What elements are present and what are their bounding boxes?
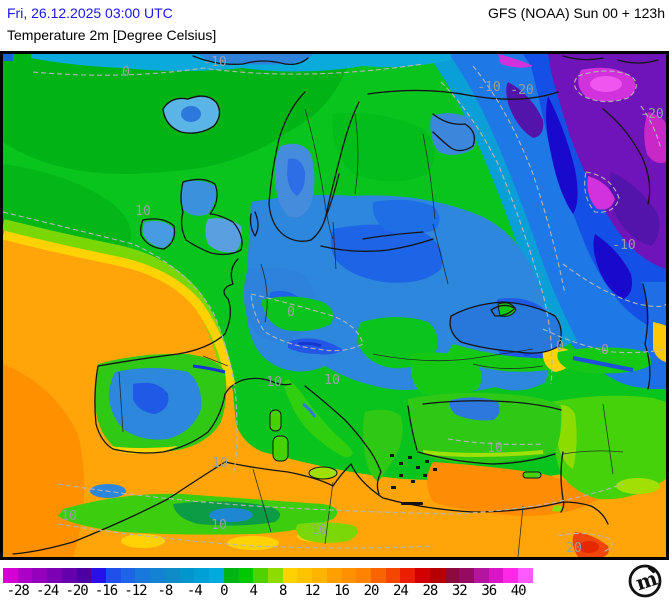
- legend-color-box: [385, 568, 401, 583]
- contour-label: 0: [601, 343, 609, 358]
- contour-label: 10: [211, 518, 227, 533]
- legend-color-box: [415, 568, 430, 583]
- legend-color-box: [503, 568, 519, 583]
- legend-color-box: [400, 568, 416, 583]
- legend-strip: [3, 568, 533, 583]
- legend-tick-label: 40: [510, 583, 527, 599]
- contour-label: 10: [266, 375, 282, 390]
- legend-color-box: [179, 568, 195, 583]
- legend-tick-label: 16: [334, 583, 350, 599]
- legend-color-box: [223, 568, 239, 583]
- legend-tick-label: -20: [65, 583, 88, 599]
- south-lands: [269, 379, 565, 512]
- legend-tick-label: -4: [186, 583, 203, 599]
- legend-color-box: [326, 568, 342, 583]
- contour-labels-layer: 0 -10 -10 -20 -20 -10 0 0 0 10 10 10 10 10 10 10 10 20: [61, 55, 664, 556]
- forecast-datetime: Fri, 26.12.2025 03:00 UTC: [7, 5, 173, 21]
- model-run-label: GFS (NOAA) Sun 00 + 123h: [487, 5, 665, 21]
- legend-tick-label: 24: [393, 583, 409, 599]
- warm-orange-region: [3, 219, 666, 557]
- legend-color-box: [47, 568, 62, 583]
- legend-tick-label: 12: [304, 583, 321, 599]
- legend-tick-label: -28: [6, 583, 30, 599]
- legend-tick-label: -8: [157, 583, 173, 599]
- legend-color-box: [297, 568, 313, 583]
- legend-color-box: [209, 568, 224, 583]
- contour-label: 10: [487, 441, 503, 456]
- contour-label: 0: [122, 65, 130, 80]
- contour-label: 10: [61, 509, 77, 524]
- legend-tick-label: -16: [94, 583, 118, 599]
- legend-color-box: [238, 568, 254, 583]
- contour-label: 10: [324, 373, 340, 388]
- contour-label: -20: [510, 83, 533, 98]
- legend-tick-label: 32: [451, 583, 468, 599]
- logo-circle: [628, 564, 662, 598]
- legend-tick-label: 36: [481, 583, 497, 599]
- legend-color-box: [120, 568, 136, 583]
- contour-label: 20: [566, 541, 582, 556]
- legend-color-box: [341, 568, 357, 583]
- legend-color-box: [61, 568, 77, 583]
- legend-tick-label: 0: [220, 583, 229, 599]
- legend-color-box: [135, 568, 151, 583]
- legend-color-box: [3, 568, 18, 583]
- contour-label: 0: [556, 339, 564, 354]
- legend-color-box: [356, 568, 371, 583]
- legend-tick-label: -24: [36, 583, 59, 599]
- legend-color-box: [91, 568, 107, 583]
- legend-color-box: [106, 568, 121, 583]
- legend-color-box: [429, 568, 445, 583]
- legend-tick-label: -12: [124, 583, 147, 599]
- legend-color-box: [474, 568, 489, 583]
- legend-color-box: [253, 568, 268, 583]
- legend-color-box: [32, 568, 48, 583]
- legend-color-box: [444, 568, 460, 583]
- contour-label: -10: [612, 238, 635, 253]
- legend-color-box: [267, 568, 283, 583]
- arctic-strip: [3, 54, 451, 72]
- country-borders: [118, 108, 624, 557]
- iberia-region: [95, 353, 227, 454]
- legend-color-box: [518, 568, 533, 583]
- contour-label: 10: [135, 204, 151, 219]
- temperature-field-svg: 0 -10 -10 -20 -20 -10 0 0 0 10 10 10 10 10 10 10 10 20: [3, 54, 666, 557]
- contour-label: 0: [287, 305, 295, 320]
- legend-color-box: [17, 568, 33, 583]
- legend-color-box: [370, 568, 386, 583]
- legend-color-box: [150, 568, 165, 583]
- contour-label: -20: [640, 107, 663, 122]
- black-sea-region: [446, 282, 666, 389]
- legend-color-box: [76, 568, 92, 583]
- contour-label: -10: [203, 55, 226, 70]
- temperature-map: 0 -10 -10 -20 -20 -10 0 0 0 10 10 10 10 10 10 10 10 20: [0, 51, 669, 560]
- variable-label: Temperature 2m [Degree Celsius]: [7, 27, 217, 43]
- legend-color-box: [282, 568, 298, 583]
- legend-color-box: [164, 568, 180, 583]
- contour-label: 10: [212, 456, 228, 471]
- legend-color-box: [312, 568, 327, 583]
- legend-tick-label: 20: [363, 583, 380, 599]
- iceland: [162, 95, 221, 134]
- isotherm-contours: [3, 63, 666, 553]
- contour-label: -10: [477, 80, 500, 95]
- legend-tick-labels: -28 -24 -20 -16 -12 -8 -4 0 4 8 12 16 20 24 28 32 36 40: [3, 583, 563, 600]
- legend-color-box: [194, 568, 210, 583]
- legend-color-box: [459, 568, 474, 583]
- site-logo[interactable]: m: [626, 561, 664, 600]
- coastlines: [12, 55, 659, 555]
- contour-label: 10: [311, 523, 327, 538]
- legend-tick-label: 4: [249, 583, 259, 599]
- legend-tick-label: 28: [422, 583, 438, 599]
- legend-color-box: [488, 568, 504, 583]
- legend-tick-label: 8: [278, 583, 288, 599]
